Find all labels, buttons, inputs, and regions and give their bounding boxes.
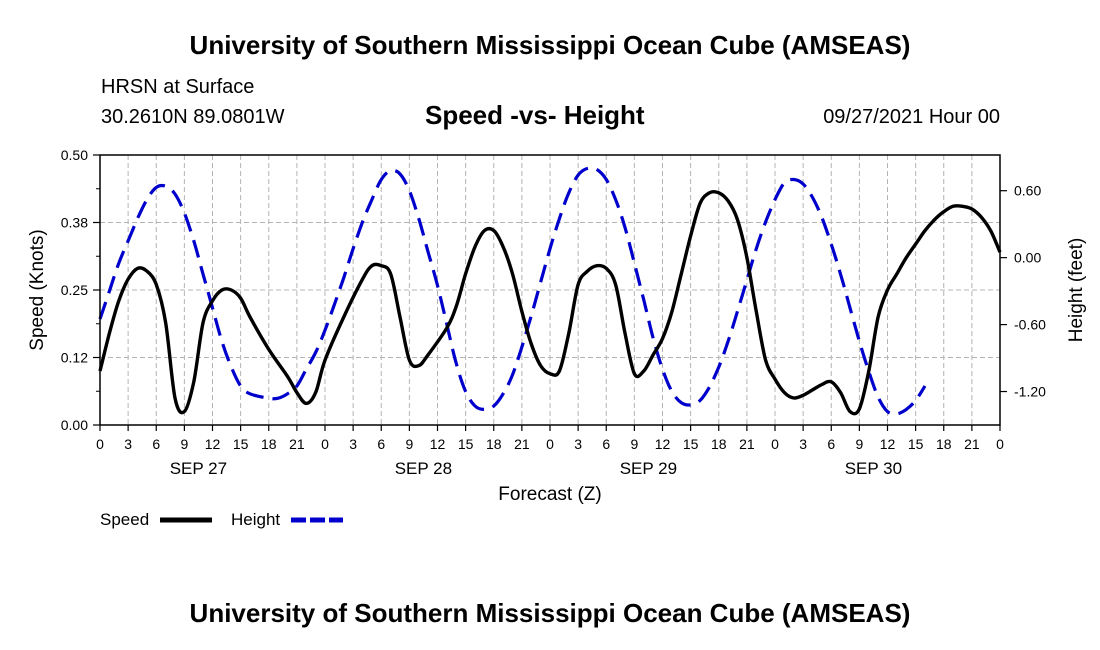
x-tick-label: 18	[261, 436, 277, 452]
x-axis: 0 3 6 9 12 15 18 21 0 3 6 9 12 15 18 21 0 3 6 9 12 15 18 21 0 3 6 9…	[96, 425, 1004, 478]
grid	[100, 155, 1000, 425]
speed-series-line	[98, 189, 1002, 416]
x-tick-label: 21	[289, 436, 305, 452]
x-tick-label: 0	[996, 436, 1004, 452]
x-tick-label: 12	[430, 436, 446, 452]
x-tick-label: 9	[630, 436, 638, 452]
legend-height-label: Height	[231, 510, 280, 529]
x-tick-label: 0	[321, 436, 329, 452]
y-right-tick-label: 0.00	[1014, 250, 1041, 266]
x-tick-label: 15	[683, 436, 699, 452]
y-axis-left-label: Speed (Knots)	[27, 229, 48, 350]
x-tick-label: 21	[739, 436, 755, 452]
x-tick-label: 3	[574, 436, 582, 452]
x-tick-label: 3	[349, 436, 357, 452]
day-label: SEP 29	[620, 459, 677, 478]
x-tick-label: 3	[124, 436, 132, 452]
x-tick-label: 12	[205, 436, 221, 452]
footer-title: University of Southern Mississippi Ocean…	[189, 598, 911, 628]
y-right-tick-label: -1.20	[1014, 384, 1046, 400]
y-left-tick-label: 0.12	[61, 350, 88, 366]
x-tick-label: 0	[96, 436, 104, 452]
x-tick-label: 18	[486, 436, 502, 452]
x-tick-label: 15	[233, 436, 249, 452]
y-axis-right: 0.60 0.00 -0.60 -1.20	[1000, 183, 1046, 400]
y-axis-left: 0.00 0.12 0.25 0.38 0.50	[61, 147, 100, 433]
x-tick-label: 6	[827, 436, 835, 452]
plot-title: Speed -vs- Height	[425, 100, 645, 130]
y-axis-right-label: Height (feet)	[1066, 238, 1087, 343]
y-left-tick-label: 0.38	[61, 215, 88, 231]
page-title: University of Southern Mississippi Ocean…	[189, 30, 911, 60]
y-left-tick-label: 0.00	[61, 417, 88, 433]
x-tick-label: 9	[855, 436, 863, 452]
y-left-tick-label: 0.25	[61, 282, 88, 298]
x-tick-label: 15	[908, 436, 924, 452]
x-tick-label: 12	[880, 436, 896, 452]
y-right-tick-label: 0.60	[1014, 183, 1041, 199]
x-tick-label: 18	[711, 436, 727, 452]
x-tick-label: 18	[936, 436, 952, 452]
x-tick-label: 6	[602, 436, 610, 452]
x-tick-label: 12	[655, 436, 671, 452]
x-tick-label: 9	[405, 436, 413, 452]
day-label: SEP 30	[845, 459, 902, 478]
height-series-line	[98, 166, 927, 416]
x-tick-label: 15	[458, 436, 474, 452]
day-label: SEP 28	[395, 459, 452, 478]
x-tick-label: 3	[799, 436, 807, 452]
x-tick-label: 9	[180, 436, 188, 452]
x-tick-label: 21	[964, 436, 980, 452]
x-axis-label: Forecast (Z)	[498, 484, 601, 505]
day-label: SEP 27	[170, 459, 227, 478]
x-tick-label: 6	[152, 436, 160, 452]
x-tick-label: 0	[771, 436, 779, 452]
station-label: HRSN at Surface	[101, 76, 255, 98]
coordinates-label: 30.2610N 89.0801W	[101, 106, 285, 128]
x-tick-label: 0	[546, 436, 554, 452]
x-tick-label: 6	[377, 436, 385, 452]
speed-height-chart: 0 3 6 9 12 15 18 21 0 3 6 9 12 15 18 21 0 3 6 9 12 15 18 21 0 3 6 9…	[27, 147, 1087, 529]
legend-speed-label: Speed	[100, 510, 149, 529]
legend: Speed Height	[100, 510, 343, 529]
y-right-tick-label: -0.60	[1014, 317, 1046, 333]
x-tick-label: 21	[514, 436, 530, 452]
datetime-label: 09/27/2021 Hour 00	[823, 106, 1000, 128]
y-left-tick-label: 0.50	[61, 147, 88, 163]
plot-frame	[99, 154, 1001, 426]
